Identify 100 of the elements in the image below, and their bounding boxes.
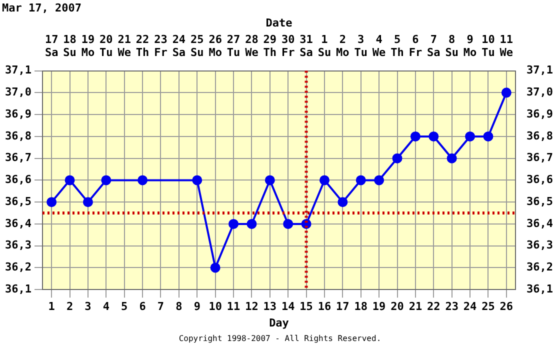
x2-tick-label: 27 Tu — [226, 32, 240, 60]
x-tick-label: 26 — [500, 300, 514, 314]
x2-tick-label: 22 Th — [136, 32, 150, 60]
point — [101, 175, 112, 186]
x-tick-label: 20 — [390, 300, 404, 314]
y-tick-label: 37,0 — [4, 86, 32, 99]
y2-tick-label: 37,1 — [526, 64, 554, 77]
point — [392, 153, 402, 164]
text: Copyright 1998-2007 - All Rights Reserved. — [178, 334, 382, 343]
point — [446, 153, 457, 164]
x-tick-label: 1 — [48, 300, 56, 314]
x-tick-label: 7 — [157, 300, 164, 314]
x2-tick-label: 23 Fr — [154, 32, 168, 60]
point — [374, 175, 384, 186]
x2-tick-label: 11 We — [500, 32, 514, 60]
point — [246, 218, 257, 229]
x-tick-label: 5 — [121, 300, 128, 314]
x-tick-label: 23 — [445, 300, 458, 314]
point — [138, 175, 148, 186]
x-tick-label: 11 — [226, 300, 241, 314]
x-tick-label: 16 — [318, 300, 332, 314]
x2-tick-label: 10 Tu — [482, 32, 495, 60]
point — [410, 131, 420, 142]
x-tick-label: 6 — [139, 300, 146, 314]
x2-tick-label: 19 Mo — [81, 32, 95, 60]
point — [319, 175, 330, 186]
x-tick-label: 25 — [482, 300, 495, 314]
x-tick-label: 13 — [263, 300, 277, 314]
x2-tick-label: 29 Th — [263, 32, 277, 60]
x-tick-label: 21 — [408, 300, 422, 314]
x2-tick-label: 30 Fr — [281, 32, 296, 60]
y2-tick-label: 36,6 — [526, 173, 554, 186]
point — [483, 131, 494, 142]
y-tick-label: 36,9 — [4, 107, 32, 120]
x-tick-label: 22 — [427, 300, 440, 314]
x-tick-label: 14 — [281, 300, 296, 314]
y2-tick-label: 36,1 — [526, 282, 554, 296]
y2-tick-label: 36,8 — [526, 129, 554, 142]
x-tick-label: 17 — [336, 300, 350, 314]
x2-tick-label: 1 Su — [318, 32, 332, 60]
y-tick-label: 36,5 — [4, 194, 32, 208]
point — [465, 131, 476, 142]
y2-tick-label: 36,9 — [526, 107, 554, 120]
x2-tick-label: 31 Sa — [300, 32, 314, 60]
x-axis-title: Day — [269, 316, 290, 330]
point — [192, 175, 202, 186]
y-tick-label: 37,1 — [4, 64, 32, 77]
point — [338, 197, 348, 208]
x-tick-label: 15 — [300, 300, 313, 314]
x-tick-label: 3 — [84, 300, 92, 314]
x-tick-label: 19 — [372, 300, 386, 314]
x-tick-label: 10 — [208, 300, 222, 314]
x-tick-label: 4 — [102, 300, 110, 314]
x2-tick-label: 3 Tu — [354, 32, 368, 60]
point — [501, 88, 512, 98]
x2-tick-label: 9 Mo — [463, 32, 478, 60]
x2-tick-label: 4 We — [372, 32, 386, 60]
point — [356, 175, 366, 186]
y2-tick-label: 36,7 — [526, 151, 554, 164]
chart-title: Mar 17, 2007 — [2, 1, 82, 14]
x-tick-label: 18 — [354, 300, 368, 314]
x2-tick-label: 18 Su — [63, 32, 76, 60]
y-tick-label: 36,7 — [4, 151, 32, 164]
x2-tick-label: 5 Th — [390, 32, 404, 60]
y-tick-label: 36,2 — [4, 260, 32, 274]
x2-axis-title: Date — [266, 16, 293, 30]
y-tick-label: 36,1 — [4, 282, 32, 296]
x2-tick-label: 24 Sa — [172, 32, 186, 60]
y-tick-label: 36,8 — [4, 129, 32, 142]
x2-tick-label: 7 Sa — [427, 32, 440, 60]
x2-tick-label: 8 Su — [445, 32, 458, 60]
x-tick-label: 2 — [66, 300, 74, 314]
x2-tick-label: 20 Tu — [100, 32, 113, 60]
y-tick-label: 36,4 — [4, 216, 32, 230]
point — [264, 175, 275, 186]
x2-tick-label: 26 Mo — [208, 32, 222, 60]
x2-tick-label: 21 We — [118, 32, 132, 60]
x2-tick-label: 17 Sa — [44, 32, 58, 60]
x2-tick-label: 25 Su — [190, 32, 204, 60]
y2-tick-label: 36,2 — [526, 260, 554, 274]
point — [283, 218, 294, 229]
x2-tick-label: 28 We — [245, 32, 259, 60]
x-tick-label: 12 — [245, 300, 258, 314]
y2-tick-label: 36,4 — [526, 216, 554, 230]
point — [82, 197, 93, 208]
point — [228, 218, 239, 229]
point — [428, 131, 439, 142]
y-tick-label: 36,3 — [4, 238, 32, 252]
y2-tick-label: 36,3 — [526, 238, 554, 252]
point — [64, 175, 75, 186]
x-tick-label: 9 — [194, 300, 200, 314]
y2-tick-label: 37,0 — [526, 86, 554, 99]
x2-tick-label: 6 Fr — [408, 32, 422, 60]
point — [46, 197, 57, 208]
y2-tick-label: 36,5 — [526, 194, 554, 208]
x-tick-label: 24 — [463, 300, 478, 314]
point — [210, 262, 220, 273]
x-tick-label: 8 — [176, 300, 182, 314]
x2-tick-label: 2 Mo — [336, 32, 350, 60]
y-tick-label: 36,6 — [4, 173, 32, 186]
